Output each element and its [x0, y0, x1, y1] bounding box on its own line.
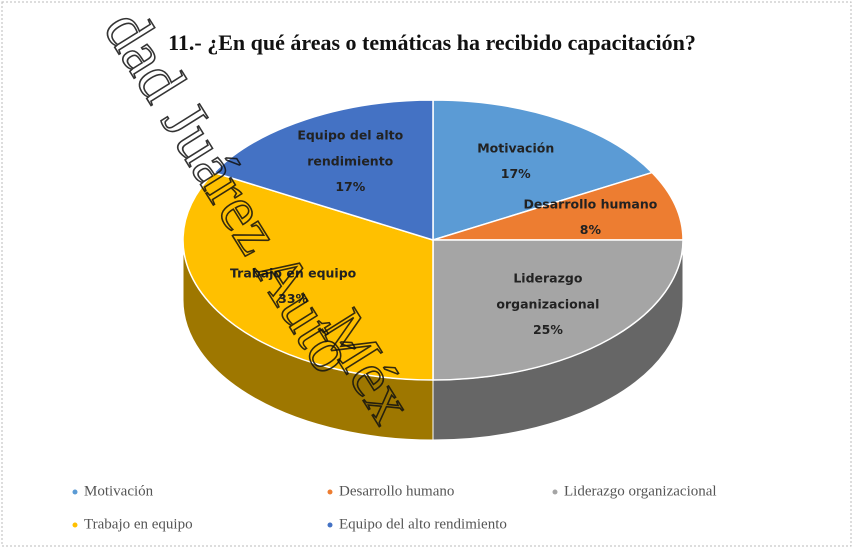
legend-marker	[327, 522, 333, 528]
slice	[432, 99, 654, 242]
legend-marker	[72, 522, 78, 528]
legend-marker	[327, 489, 333, 495]
data-label-name: Liderazgo organizacional	[496, 270, 599, 311]
data-label-name: Trabajo en equipo	[230, 265, 357, 280]
data-label-value: 25%	[533, 322, 563, 337]
legend-marker	[552, 489, 558, 495]
data-label-value: 17%	[501, 166, 531, 181]
legend-marker	[72, 489, 78, 495]
legend-label: Equipo del alto rendimiento	[339, 516, 507, 532]
legend-label: Motivación	[84, 483, 154, 499]
chart-title: 11.- ¿En qué áreas o temáticas ha recibi…	[168, 30, 696, 55]
data-label-name: Desarrollo humano	[523, 196, 657, 211]
slice	[212, 99, 434, 242]
data-label-value: 17%	[335, 179, 365, 194]
legend-label: Trabajo en equipo	[84, 516, 193, 532]
data-label-value: 8%	[580, 222, 602, 237]
data-label-value: 33%	[278, 291, 308, 306]
slice	[432, 171, 684, 241]
data-label-name: Motivación	[477, 140, 554, 155]
legend-label: Liderazgo organizacional	[564, 483, 717, 499]
slice	[432, 239, 684, 381]
data-label-name: Equipo del alto rendimiento	[297, 127, 403, 168]
legend-label: Desarrollo humano	[339, 483, 454, 499]
slice	[182, 171, 434, 381]
